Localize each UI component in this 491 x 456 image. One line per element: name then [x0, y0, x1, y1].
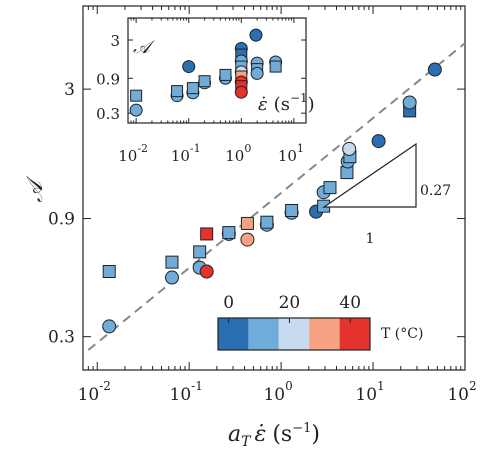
data-point-circle	[164, 270, 179, 285]
x-tick-label: 101	[355, 379, 384, 405]
data-point-square	[186, 82, 199, 95]
x-tick-label: 100	[263, 379, 292, 405]
colorbar-tick-label: 20	[279, 293, 301, 313]
x-tick-base: 10	[225, 147, 244, 165]
colorbar-band	[309, 318, 340, 350]
data-point-circle	[402, 95, 417, 110]
colorbar-tick-label: 40	[339, 293, 361, 313]
colorbar-title: T (°C)	[381, 326, 423, 342]
x-tick-base: 10	[263, 385, 285, 405]
x-tick-base: 10	[447, 385, 469, 405]
colorbar-band	[339, 318, 370, 350]
main-x-label-exp: −1	[292, 421, 311, 436]
y-tick-label: 0.9	[96, 70, 120, 88]
inset-x-label-var: ε̇	[258, 94, 268, 115]
main-y-axis: 0.3 0.9 3	[48, 80, 465, 348]
x-tick-label: 102	[447, 379, 476, 405]
y-tick-label: 0.3	[48, 328, 75, 348]
temperature-colorbar: 0 20 40	[217, 293, 371, 351]
x-tick-base: 10	[78, 385, 100, 405]
inset-x-label-exp: −1	[290, 91, 308, 105]
inset-x-label-close: )	[308, 94, 315, 115]
colorbar-band	[218, 318, 249, 350]
main-x-label-sub: T	[241, 434, 252, 450]
x-tick-exponent: 1	[377, 379, 385, 393]
x-tick-label: 101	[278, 142, 304, 165]
data-point-circle	[342, 141, 357, 156]
data-point-square	[260, 215, 274, 229]
inset-x-label-unit: (s	[274, 94, 290, 115]
inset-scatter-points	[129, 28, 283, 117]
main-scatter-points	[102, 62, 442, 334]
data-point-square	[269, 60, 282, 73]
main-fit-line	[87, 42, 466, 351]
data-point-circle	[427, 62, 442, 77]
colorbar-band	[248, 318, 279, 350]
colorbar-band	[278, 318, 310, 350]
data-point-square	[193, 245, 207, 259]
y-tick-label: 3	[64, 80, 75, 100]
inset-x-axis: 10-2 10-1 100 101	[118, 18, 304, 165]
x-tick-label: 100	[225, 142, 251, 165]
main-y-axis-label: 𝒜	[23, 175, 48, 202]
data-point-square	[165, 255, 179, 269]
data-point-square	[102, 264, 116, 278]
main-x-label-a: a	[228, 422, 241, 447]
x-tick-base: 10	[118, 147, 137, 165]
x-tick-exponent: 1	[297, 142, 304, 155]
inset-y-axis: 0.3 0.9 3	[96, 32, 306, 123]
inset-y-axis-label: 𝒜	[133, 37, 155, 58]
x-tick-exponent: -1	[190, 142, 201, 155]
x-tick-base: 10	[355, 385, 377, 405]
slope-rise-label: 0.27	[420, 183, 451, 199]
x-tick-label: 10-1	[171, 142, 201, 165]
slope-triangle-shape	[322, 142, 417, 208]
data-point-square	[130, 89, 143, 102]
data-point-circle	[234, 85, 248, 99]
slope-run-label: 1	[366, 231, 375, 247]
x-tick-exponent: 2	[469, 379, 477, 393]
main-x-label-var: ε̇	[255, 422, 267, 447]
x-tick-exponent: 0	[244, 142, 251, 155]
data-point-circle	[182, 60, 196, 74]
data-point-circle	[129, 103, 143, 117]
x-tick-label: 10-2	[78, 379, 111, 405]
x-tick-exponent: -1	[191, 379, 203, 393]
data-point-square	[240, 216, 254, 230]
data-point-square	[323, 181, 337, 195]
x-tick-exponent: 0	[285, 379, 293, 393]
x-tick-exponent: -2	[99, 379, 111, 393]
main-x-axis: 10-2 10-1 100 101 102	[78, 6, 477, 405]
x-tick-base: 10	[170, 385, 192, 405]
y-tick-label: 0.9	[48, 210, 75, 230]
main-x-label-close: )	[311, 422, 320, 447]
data-point-square	[198, 75, 211, 88]
data-point-square	[171, 85, 184, 98]
x-tick-base: 10	[278, 147, 297, 165]
x-tick-base: 10	[171, 147, 190, 165]
data-point-circle	[102, 319, 117, 334]
y-tick-label: 0.3	[96, 105, 120, 123]
main-x-axis-label: aT ε̇ (s−1)	[228, 421, 320, 450]
fit-line	[87, 42, 466, 351]
x-tick-exponent: -2	[137, 142, 148, 155]
colorbar-frame	[217, 317, 371, 351]
main-x-label-unit: (s	[272, 422, 292, 447]
data-point-circle	[249, 28, 263, 42]
x-tick-label: 10-2	[118, 142, 148, 165]
data-point-circle	[250, 66, 264, 80]
data-point-square	[219, 68, 232, 81]
slope-triangle: 1 0.27	[322, 142, 451, 247]
data-point-circle	[199, 264, 214, 279]
data-point-square	[200, 227, 214, 241]
inset-x-axis-label: ε̇ (s−1)	[258, 91, 315, 115]
data-point-square	[222, 226, 236, 240]
data-point-square	[285, 204, 299, 218]
y-tick-label: 3	[110, 32, 120, 50]
data-point-circle	[371, 134, 386, 149]
colorbar-tick-label: 0	[223, 293, 234, 313]
data-point-circle	[240, 232, 255, 247]
x-tick-label: 10-1	[170, 379, 203, 405]
